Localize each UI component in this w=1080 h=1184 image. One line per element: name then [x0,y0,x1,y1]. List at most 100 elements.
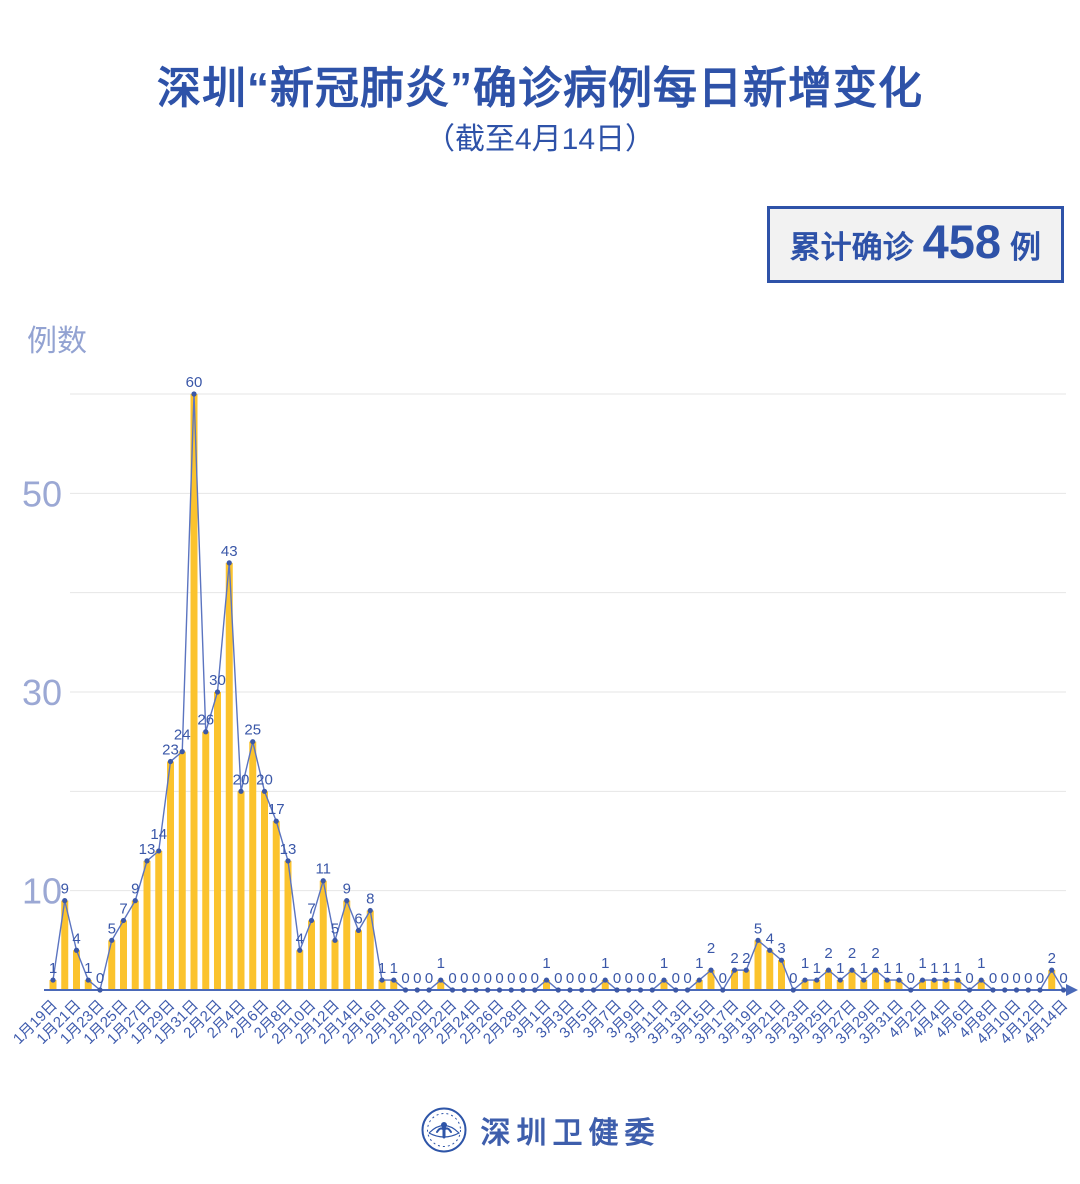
chart-point [426,987,432,993]
value-label: 1 [836,960,844,977]
value-label: 0 [672,970,680,987]
chart-point [496,987,503,993]
value-label: 1 [942,960,950,977]
chart-point [567,987,573,993]
value-label: 2 [730,950,738,967]
value-label: 26 [197,712,214,729]
chart-point [85,977,91,983]
chart-point [97,987,103,993]
value-label: 1 [860,960,868,977]
chart-point [990,987,996,993]
value-label: 6 [354,910,362,927]
value-label: 0 [907,970,915,987]
chart-point [414,987,420,993]
value-label: 0 [495,970,503,987]
value-label: 0 [1059,970,1067,987]
y-tick-label: 10 [22,871,62,912]
chart-point [391,977,397,983]
value-label: 7 [119,900,127,917]
value-label: 4 [766,930,774,947]
chart-point [461,987,467,993]
value-label: 43 [221,543,238,560]
chart-point [790,987,796,993]
chart-bar [167,761,174,990]
chart-bar [977,980,985,990]
chart-point [837,977,843,983]
chart-bar [143,860,151,990]
value-label: 1 [695,955,703,972]
chart-point [508,987,514,993]
chart-bar [284,860,292,990]
chart-bar [261,791,268,990]
chart-bar [778,960,785,990]
chart-bar [766,950,774,990]
value-label: 5 [754,920,762,937]
chart-bar [801,980,809,990]
chart-point [649,987,655,993]
value-label: 0 [413,970,421,987]
value-label: 2 [742,950,750,967]
chart-point [1013,987,1020,993]
chart-bar [84,980,92,990]
value-label: 0 [989,970,997,987]
chart-point [332,937,338,943]
chart-bar [237,791,245,990]
chart-bar [872,970,879,990]
chart-point [814,977,820,983]
chart-bar [319,880,327,990]
chart-point [379,977,385,983]
chart-point [132,898,138,904]
chart-point [1002,987,1008,993]
chart-point [473,987,479,993]
chart-point [673,987,679,993]
chart-bar [836,980,844,990]
value-label: 0 [472,970,480,987]
chart-bar [308,920,315,990]
chart-bar [742,970,750,990]
chart-point [191,391,197,397]
chart-bar [272,821,280,990]
chart-bar [695,980,703,990]
chart-point [908,987,914,993]
value-label: 0 [613,970,621,987]
chart-point [637,987,644,993]
chart-bar [296,950,304,990]
chart-bar [331,940,339,990]
chart-point [62,898,68,904]
chart-point [214,689,221,695]
chart-point [367,907,373,914]
chart-point [179,749,185,755]
chart-point [743,967,749,973]
chart-bar [108,940,116,990]
value-label: 1 [390,960,398,977]
chart-point [120,917,127,924]
chart-point [696,977,702,983]
value-label: 0 [625,970,633,987]
chart-point [285,858,291,864]
chart-point [532,987,538,993]
value-label: 2 [1048,950,1056,967]
value-label: 0 [1024,970,1032,987]
value-label: 2 [848,945,856,962]
value-label: 23 [162,742,179,759]
chart-bar [731,970,738,990]
chart-point [966,987,973,993]
chart-point [896,977,902,983]
value-label: 4 [72,930,80,947]
x-axis-arrow-icon [1066,984,1078,996]
chart-point [626,987,632,993]
value-label: 7 [307,900,315,917]
chart-point [273,818,279,824]
chart-point [884,977,890,983]
chart-point [1060,987,1067,993]
value-label: 5 [108,920,116,937]
value-label: 0 [683,970,691,987]
chart-bar [49,980,57,990]
value-label: 1 [895,960,903,977]
chart-bar [120,920,127,990]
chart-point [861,977,867,983]
value-label: 0 [1012,970,1020,987]
value-label: 1 [84,960,92,977]
value-label: 1 [930,960,938,977]
chart-point [50,977,56,983]
